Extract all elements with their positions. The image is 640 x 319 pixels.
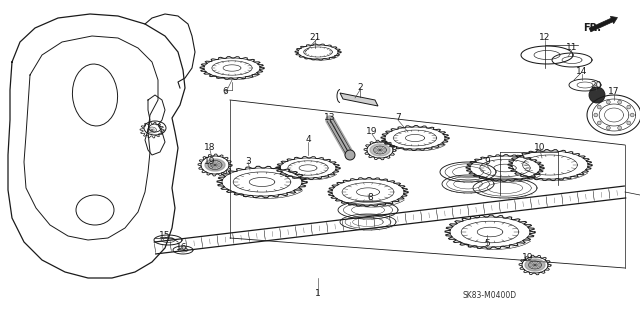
Text: 10: 10 <box>534 144 546 152</box>
Circle shape <box>589 87 605 103</box>
Text: 17: 17 <box>608 87 620 97</box>
Text: 8: 8 <box>367 194 373 203</box>
Text: 15: 15 <box>159 231 171 240</box>
Polygon shape <box>370 144 390 156</box>
Text: 21: 21 <box>309 33 321 42</box>
Polygon shape <box>205 159 225 171</box>
Circle shape <box>627 105 630 109</box>
Circle shape <box>597 121 601 125</box>
FancyArrow shape <box>589 16 618 32</box>
Text: 19: 19 <box>366 128 378 137</box>
Circle shape <box>594 113 598 117</box>
Text: 18: 18 <box>204 144 216 152</box>
Text: SK83-M0400D: SK83-M0400D <box>463 291 517 300</box>
Circle shape <box>630 113 634 117</box>
Text: 6: 6 <box>222 87 228 97</box>
Polygon shape <box>525 259 545 271</box>
Text: FR.: FR. <box>583 23 601 33</box>
Circle shape <box>627 121 630 125</box>
Text: 20: 20 <box>590 80 602 90</box>
Text: 13: 13 <box>324 114 336 122</box>
Circle shape <box>618 100 621 104</box>
Text: 9: 9 <box>484 158 490 167</box>
Text: 11: 11 <box>566 43 578 53</box>
Text: 5: 5 <box>484 239 490 248</box>
Text: 19: 19 <box>204 158 216 167</box>
Text: 12: 12 <box>540 33 550 42</box>
Text: 16: 16 <box>176 243 188 253</box>
Text: 4: 4 <box>305 136 311 145</box>
Circle shape <box>607 126 611 130</box>
Text: 14: 14 <box>576 68 588 77</box>
Text: 3: 3 <box>245 158 251 167</box>
Polygon shape <box>340 93 378 106</box>
Text: 2: 2 <box>357 84 363 93</box>
Circle shape <box>607 100 611 104</box>
Text: 1: 1 <box>315 290 321 299</box>
Circle shape <box>345 150 355 160</box>
Circle shape <box>618 126 621 130</box>
Text: 19: 19 <box>522 254 534 263</box>
Circle shape <box>597 105 601 109</box>
Text: 7: 7 <box>395 114 401 122</box>
